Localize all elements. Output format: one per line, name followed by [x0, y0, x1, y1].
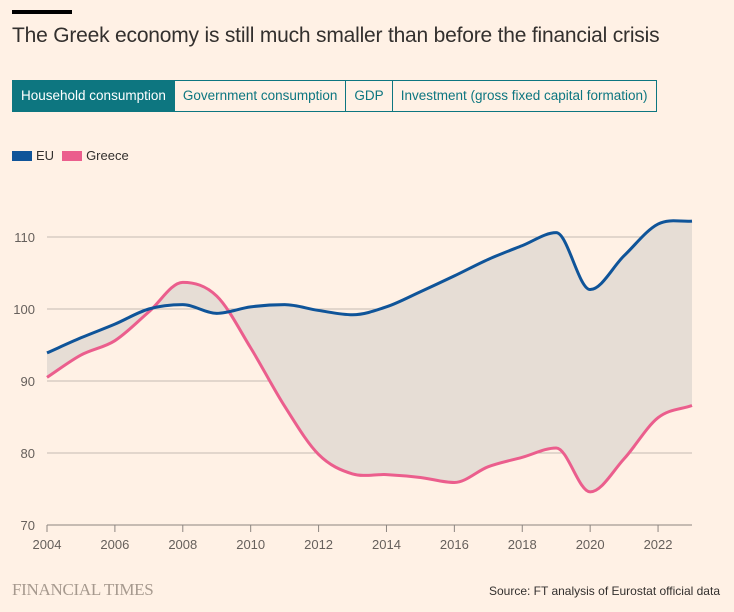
legend: EU Greece	[12, 148, 137, 163]
legend-label-greece: Greece	[86, 148, 129, 163]
gap-area	[47, 220, 692, 492]
y-tick-label: 80	[21, 446, 35, 461]
x-tick-label: 2014	[372, 537, 401, 552]
chart-title: The Greek economy is still much smaller …	[12, 24, 660, 47]
x-tick-label: 2016	[440, 537, 469, 552]
x-tick-label: 2004	[33, 537, 62, 552]
x-tick-label: 2006	[100, 537, 129, 552]
x-axis: 2004 2006 2008 2010 2012 2014 2016 2018 2020 2022	[33, 524, 692, 552]
tab-government-consumption[interactable]: Government consumption	[173, 81, 346, 111]
series-line-eu	[46, 219, 693, 355]
y-tick-label: 110	[14, 230, 35, 245]
y-tick-label: 100	[13, 302, 35, 317]
x-tick-label: 2012	[304, 537, 333, 552]
tab-investment[interactable]: Investment (gross fixed capital formatio…	[391, 81, 656, 111]
y-tick-label: 70	[21, 518, 35, 533]
x-tick-label: 2020	[576, 537, 605, 552]
x-tick-label: 2010	[236, 537, 265, 552]
source-note: Source: FT analysis of Eurostat official…	[488, 584, 720, 598]
x-tick-label: 2008	[168, 537, 197, 552]
ft-logo: FINANCIAL TIMES	[12, 580, 154, 599]
legend-item-eu: EU	[12, 148, 54, 163]
title-accent-bar	[12, 10, 72, 14]
legend-item-greece: Greece	[62, 148, 129, 163]
metric-tabs: Household consumption Government consump…	[12, 80, 657, 112]
legend-swatch-greece	[62, 150, 83, 161]
x-tick-label: 2022	[644, 537, 673, 552]
y-axis-ticks: 70 80 90 100 110	[13, 230, 35, 533]
legend-swatch-eu	[12, 150, 32, 161]
x-tick-label: 2018	[508, 537, 537, 552]
tab-household-consumption[interactable]: Household consumption	[13, 81, 174, 111]
legend-label-eu: EU	[36, 148, 55, 163]
y-tick-label: 90	[21, 374, 35, 389]
tab-gdp[interactable]: GDP	[345, 81, 391, 111]
